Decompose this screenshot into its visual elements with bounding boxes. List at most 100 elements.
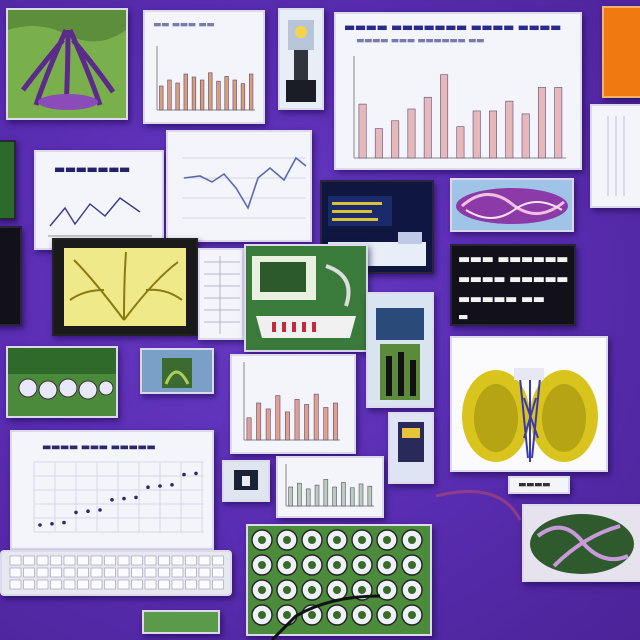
seedling-sprout: [258, 586, 266, 594]
line-chart-card: [166, 130, 312, 242]
keyboard-key: [144, 567, 157, 578]
keyboard-key: [77, 579, 89, 590]
chart-bar: [323, 407, 329, 441]
keyboard-key: [212, 579, 224, 590]
keyboard-key: [117, 579, 130, 590]
scatter-point: [170, 483, 174, 487]
keyboard-key: [185, 567, 197, 578]
chart-bar: [304, 404, 310, 441]
chart-bar: [349, 487, 355, 507]
document-heading: ▬▬▬▬▬▬▬: [54, 162, 130, 176]
seedling-sprout: [383, 586, 391, 594]
chart-bar: [246, 417, 252, 441]
keyboard-key: [9, 555, 22, 566]
scatter-point: [122, 496, 126, 501]
right-edge-chart: [590, 104, 640, 208]
scatter-point: [62, 520, 66, 525]
seedling-sprout: [358, 611, 366, 619]
slide-line-3: ▬▬▬▬▬ ▬▬: [458, 292, 545, 307]
chart-title-text: ▬▬ ▬▬▬ ▬▬: [153, 20, 215, 30]
left-edge-photo: [0, 140, 16, 220]
large-bar-chart: [353, 56, 566, 159]
document-card: ▬▬▬▬▬▬▬: [34, 150, 164, 250]
chart-bar: [256, 402, 262, 441]
chart-bar: [199, 79, 205, 111]
cable-icon: [325, 264, 351, 307]
laptop-icon: [234, 470, 258, 490]
lower-bar-chart: [285, 464, 374, 507]
keyboard-key: [158, 567, 170, 578]
seedling-sprout: [333, 561, 341, 569]
seedling-sprout: [283, 561, 291, 569]
chart-bar: [332, 486, 337, 507]
slide-line-1: ▬▬▬ ▬▬▬▬▬▬: [458, 252, 569, 267]
plant-root-photo: [6, 8, 128, 120]
lab-screen-photo: [320, 180, 434, 274]
bar-chart-card: ▬▬ ▬▬▬ ▬▬: [143, 10, 265, 124]
chart-bar: [175, 82, 180, 111]
keyboard-key: [171, 555, 184, 566]
slide-line-2: ▬▬▬▬ ▬▬▬▬▬: [458, 272, 569, 287]
chart-bar: [554, 87, 563, 159]
data-table-card: [198, 248, 244, 340]
keyboard-key: [131, 555, 143, 566]
large-chart-heading: ▬▬▬▬ ▬▬▬▬▬▬▬ ▬▬▬▬ ▬▬▬▬: [344, 20, 561, 34]
slide-line-4: ▬: [458, 310, 468, 323]
chart-bar: [456, 126, 465, 159]
chart-bar: [216, 80, 221, 111]
device-photo-small: [222, 460, 270, 502]
large-bar-chart-card: ▬▬▬▬ ▬▬▬▬▬▬▬ ▬▬▬▬ ▬▬▬▬ ▬▬▬▬ ▬▬▬ ▬▬▬▬▬▬ ▬…: [334, 12, 582, 170]
keyboard-key: [117, 555, 130, 566]
seedling-sprout: [358, 561, 366, 569]
device-illustration: [398, 422, 424, 462]
keyboard-key: [63, 579, 76, 590]
keyboard-key: [77, 555, 89, 566]
scatter-point: [98, 508, 102, 512]
plant-anatomy-diagram: [450, 336, 608, 472]
chart-bar: [440, 74, 449, 159]
keyboard-key: [171, 579, 184, 590]
chart-bar: [191, 76, 197, 111]
seedling-sprout: [333, 611, 341, 619]
bar-chart-sheet: [230, 354, 356, 454]
keyboard-key: [158, 579, 170, 590]
keyboard-key: [90, 567, 103, 578]
keyboard-icon[interactable]: [2, 552, 230, 594]
keyboard-key: [63, 555, 76, 566]
scatter-point: [110, 498, 114, 502]
lower-bar-chart-card: [276, 456, 384, 518]
plant-root-illustration: [8, 10, 126, 118]
seedling-grid-illustration: [251, 529, 423, 626]
seedling-sprout: [358, 536, 366, 544]
lab-device-photo: [278, 8, 324, 110]
seedling-sprout: [383, 536, 391, 544]
yellow-leaf-illustration: [64, 248, 186, 326]
chart-bar: [232, 79, 237, 111]
chart-bar: [407, 108, 416, 159]
keyboard-key: [36, 579, 49, 590]
cross-section-illustration: [530, 514, 634, 574]
chart-bar: [323, 479, 329, 507]
laptop-screen: ▬▬▬▬ ▬▬▬ ▬▬▬▬▬: [10, 430, 214, 550]
scatter-point: [74, 510, 78, 515]
keyboard-key: [131, 567, 143, 578]
chart-bar: [265, 408, 271, 441]
purple-stem-photo: [450, 178, 574, 232]
scatter-point: [158, 484, 162, 488]
seedling-sprout: [283, 611, 291, 619]
keyboard-key: [23, 555, 35, 566]
right-edge-chart-lines: [607, 116, 625, 196]
keyboard-key: [185, 555, 197, 566]
equipment-illustration: [376, 308, 424, 400]
volatility-line-chart: [182, 156, 307, 219]
tiny-thumbnail: [142, 610, 220, 634]
chart-bar: [313, 393, 319, 441]
keyboard-key: [50, 567, 62, 578]
caption-text: ▬▬▬▬: [518, 480, 551, 490]
keyboard-key: [23, 579, 35, 590]
chart-bar: [183, 73, 188, 111]
equipment-photo: [366, 292, 434, 408]
seedling-sprout: [358, 586, 366, 594]
keyboard-key: [171, 567, 184, 578]
chart-bar: [159, 85, 164, 111]
